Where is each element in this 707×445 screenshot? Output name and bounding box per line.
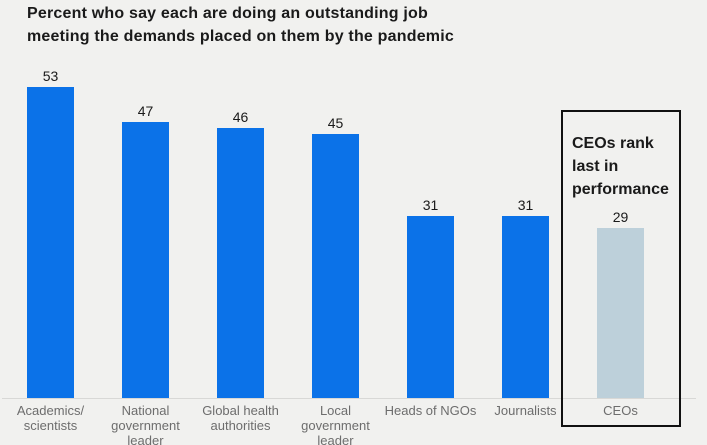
bar-value-label: 29 [612,209,629,225]
bar-column-national-government-leader: 47 [98,0,193,398]
bar-column-academics-scientists: 53 [3,0,98,398]
tick-label-global-health-authorities: Global health authorities [202,403,279,433]
annotation-box: CEOs rank last in performance [561,110,681,427]
chart-title-line-2: meeting the demands placed on them by th… [27,28,454,45]
bar-journalists [502,216,549,398]
bar-local-government-leader [312,134,359,398]
bar-column-global-health-authorities: 46 [193,0,288,398]
tick-label-academics-scientists: Academics/ scientists [16,403,85,433]
bar-column-local-government-leader: 45 [288,0,383,398]
tick-label-journalists: Journalists [494,403,557,418]
tick-label-heads-of-ngos: Heads of NGOs [384,403,477,418]
chart-title: Percent who say each are doing an outsta… [27,2,454,48]
bar-column-heads-of-ngos: 31 [383,0,478,398]
bar-heads-of-ngos [407,216,454,398]
chart-title-line-1: Percent who say each are doing an outsta… [27,5,428,22]
tick-label-ceos: CEOs [603,403,638,418]
bar-column-ceos: 29 [573,0,668,398]
bar-value-label: 47 [137,103,154,119]
bar-column-journalists: 31 [478,0,573,398]
x-axis-line [2,398,696,399]
tick-label-national-government-leader: National government leader [111,403,180,445]
bar-value-label: 31 [422,197,439,213]
bar-national-government-leader [122,122,169,398]
bar-ceos [597,228,644,398]
bar-value-label: 53 [42,68,59,84]
bar-value-label: 46 [232,109,249,125]
bars-row: 53 47 46 45 31 31 29 [3,0,668,398]
annotation-text: CEOs rank last in performance [572,135,669,198]
tick-label-local-government-leader: Local government leader [301,403,370,445]
bar-value-label: 31 [517,197,534,213]
bar-global-health-authorities [217,128,264,398]
bar-value-label: 45 [327,115,344,131]
bar-academics-scientists [27,87,74,398]
x-axis-tick-labels: Academics/ scientists National governmen… [3,403,668,445]
